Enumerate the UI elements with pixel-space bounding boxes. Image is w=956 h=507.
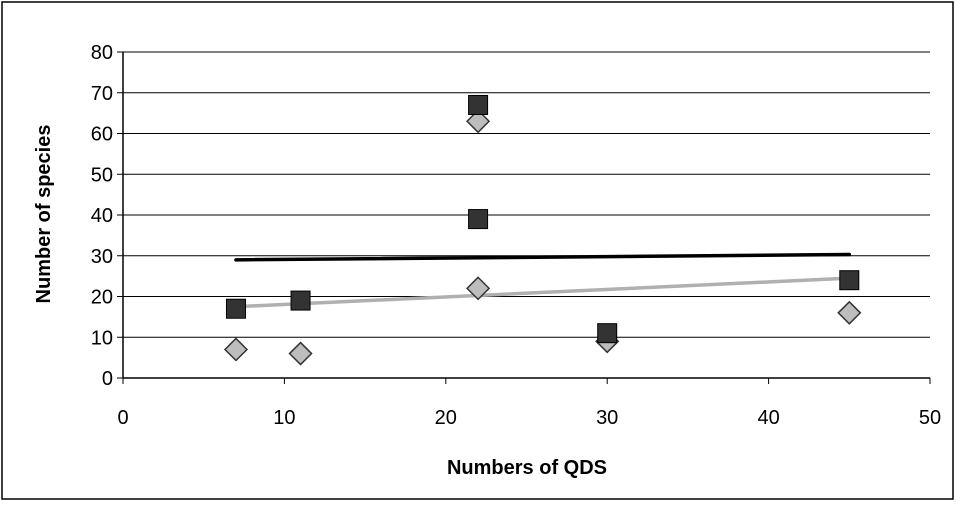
diamond-marker-2 [288, 341, 313, 366]
y-tick-label-70: 70 [91, 83, 113, 105]
diamond-marker-4 [466, 276, 491, 301]
square-marker-4 [468, 209, 489, 230]
y-tick-label-0: 0 [102, 368, 113, 390]
trendline-layer [234, 252, 852, 309]
diamond-marker-1 [223, 337, 249, 362]
square-marker-3 [468, 94, 489, 115]
y-tick-label-10: 10 [91, 327, 113, 349]
y-tick-label-50: 50 [91, 164, 113, 186]
x-tick-label-50: 50 [919, 407, 941, 429]
trendline-series-1 [234, 252, 852, 262]
x-tick-label-10: 10 [273, 407, 295, 429]
y-tick-label-30: 30 [91, 246, 113, 268]
axis-layer: 0 10 20 30 40 50 60 70 80 0 10 20 30 40 50 [91, 42, 941, 429]
square-marker-5 [597, 323, 618, 344]
trendline-series-2 [234, 276, 852, 309]
y-tick-label-60: 60 [91, 124, 113, 146]
square-marker-2 [290, 290, 311, 311]
diamond-marker-6 [837, 300, 862, 325]
y-tick-label-80: 80 [91, 42, 113, 64]
x-tick-label-30: 30 [596, 407, 618, 429]
y-tick-label-20: 20 [91, 287, 113, 309]
x-axis-title: Numbers of QDS [447, 457, 607, 479]
y-axis-title: Number of species [33, 125, 55, 304]
square-marker-1 [225, 298, 246, 319]
y-tick-label-40: 40 [91, 205, 113, 227]
x-tick-label-0: 0 [117, 407, 128, 429]
diamond-marker-3 [466, 109, 491, 134]
x-tick-label-20: 20 [435, 407, 457, 429]
x-tick-label-40: 40 [757, 407, 779, 429]
point-layer [223, 94, 862, 366]
square-marker-6 [839, 270, 860, 291]
